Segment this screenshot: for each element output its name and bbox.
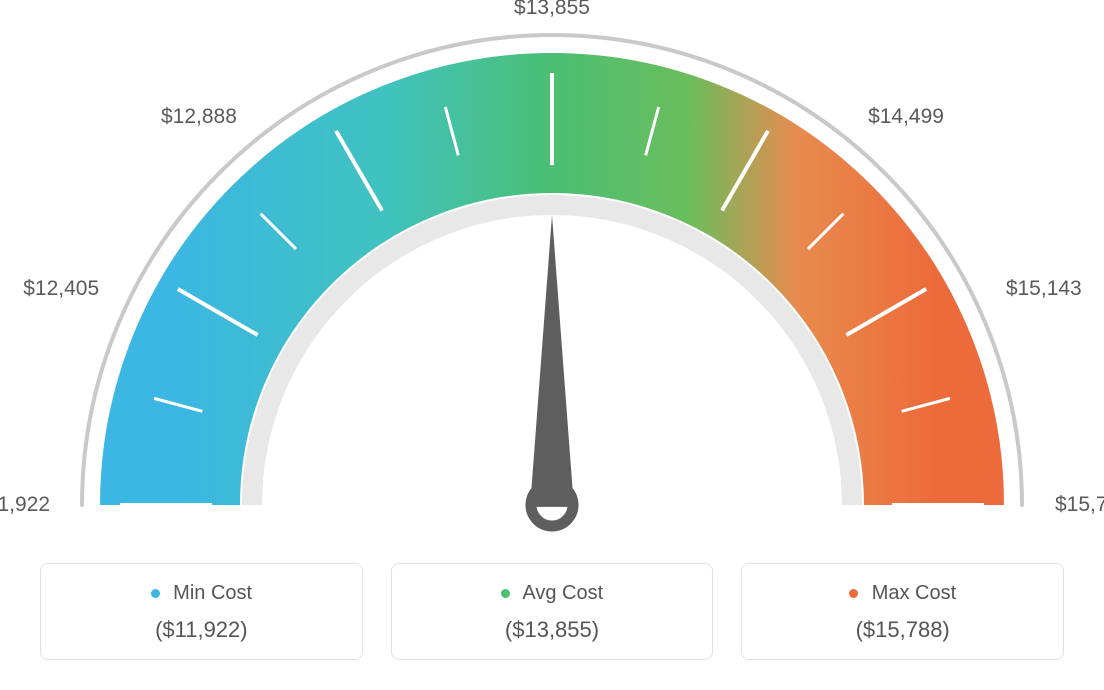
min-dot-icon [151,589,160,598]
min-cost-label: Min Cost [173,582,252,604]
gauge-scale-label: $15,143 [1006,277,1082,301]
max-cost-title: Max Cost [752,582,1053,605]
max-cost-card: Max Cost ($15,788) [741,563,1064,660]
min-cost-value: ($11,922) [51,617,352,643]
max-cost-value: ($15,788) [752,617,1053,643]
gauge-scale-label: $15,788 [1055,493,1104,517]
avg-cost-value: ($13,855) [402,617,703,643]
gauge-svg [0,0,1104,560]
gauge-chart: $11,922 $12,405 $12,888 $13,855 $14,499 $15,1… [0,0,1104,540]
gauge-scale-label: $14,499 [868,105,944,129]
avg-cost-card: Avg Cost ($13,855) [391,563,714,660]
cost-gauge-container: $11,922 $12,405 $12,888 $13,855 $14,499 $15,1… [0,0,1104,690]
gauge-scale-label: $11,922 [0,493,50,517]
gauge-scale-label: $13,855 [507,0,597,20]
gauge-needle [530,215,574,507]
min-cost-title: Min Cost [51,582,352,605]
avg-cost-label: Avg Cost [522,582,603,604]
avg-dot-icon [501,589,510,598]
avg-cost-title: Avg Cost [402,582,703,605]
max-dot-icon [849,589,858,598]
gauge-scale-label: $12,405 [19,277,99,301]
min-cost-card: Min Cost ($11,922) [40,563,363,660]
gauge-scale-label: $12,888 [157,105,237,129]
summary-cards: Min Cost ($11,922) Avg Cost ($13,855) Ma… [40,563,1064,660]
max-cost-label: Max Cost [872,582,956,604]
